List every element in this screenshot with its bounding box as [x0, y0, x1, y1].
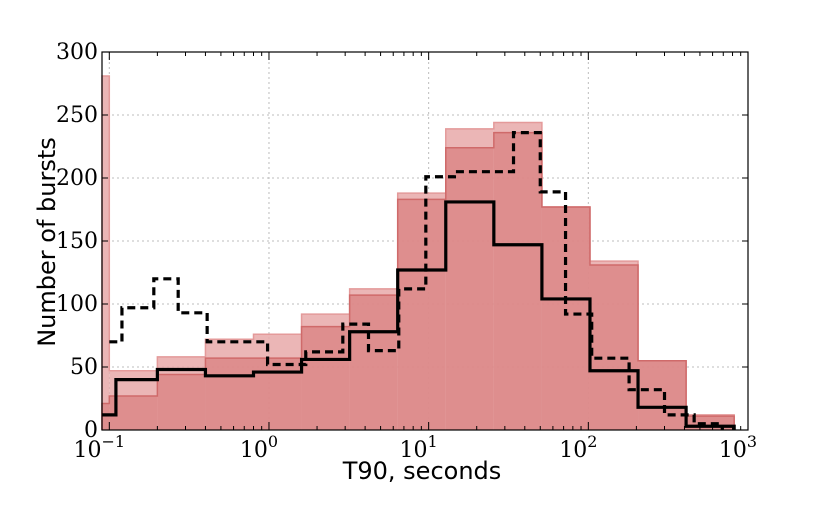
x-tick-label: 101 [400, 432, 438, 463]
y-tick-label: 250 [56, 103, 98, 128]
x-axis-label: T90, seconds [342, 457, 502, 485]
x-tick-label: 102 [559, 432, 597, 463]
series-solid [102, 200, 736, 430]
y-tick-label: 200 [56, 166, 98, 191]
histogram-bar [157, 374, 206, 430]
x-tick-label: 100 [240, 432, 278, 463]
x-tick-base: 10 [559, 438, 587, 463]
histogram-bar [493, 132, 542, 430]
x-tick-exponent: 2 [587, 432, 597, 451]
x-tick-label: 103 [719, 432, 757, 463]
y-tick-label: 100 [56, 292, 98, 317]
histogram-bar [638, 360, 687, 430]
y-axis-label: Number of bursts [33, 137, 61, 347]
histogram-bar [589, 264, 639, 430]
y-tick-label: 150 [56, 229, 98, 254]
step-line-solid [102, 200, 736, 430]
y-tick-label: 0 [84, 418, 98, 443]
x-tick-base: 10 [74, 438, 102, 463]
series-filled-dark [101, 131, 735, 430]
x-tick-base: 10 [400, 438, 428, 463]
histogram-bar [397, 199, 446, 430]
series-dashed [109, 131, 724, 430]
histogram-bar [102, 403, 110, 430]
histogram-bar [445, 147, 494, 430]
y-tick-label: 300 [56, 40, 98, 65]
histogram-bar [541, 206, 590, 430]
histogram-bar [205, 358, 254, 430]
histogram-outline [101, 131, 735, 430]
x-tick-exponent: −1 [102, 432, 126, 451]
x-tick-exponent: 1 [428, 432, 438, 451]
histogram-series [101, 75, 736, 431]
histogram-bar [301, 326, 350, 430]
x-tick-base: 10 [719, 438, 747, 463]
histogram-bar [349, 295, 398, 430]
x-tick-exponent: 3 [747, 432, 757, 451]
histogram-bar [102, 75, 110, 430]
x-tick-label: 10−1 [74, 432, 126, 463]
x-tick-exponent: 0 [268, 432, 278, 451]
x-tick-base: 10 [240, 438, 268, 463]
step-line-dashed [109, 131, 724, 430]
histogram-bar [253, 358, 302, 430]
y-tick-label: 50 [70, 355, 98, 380]
